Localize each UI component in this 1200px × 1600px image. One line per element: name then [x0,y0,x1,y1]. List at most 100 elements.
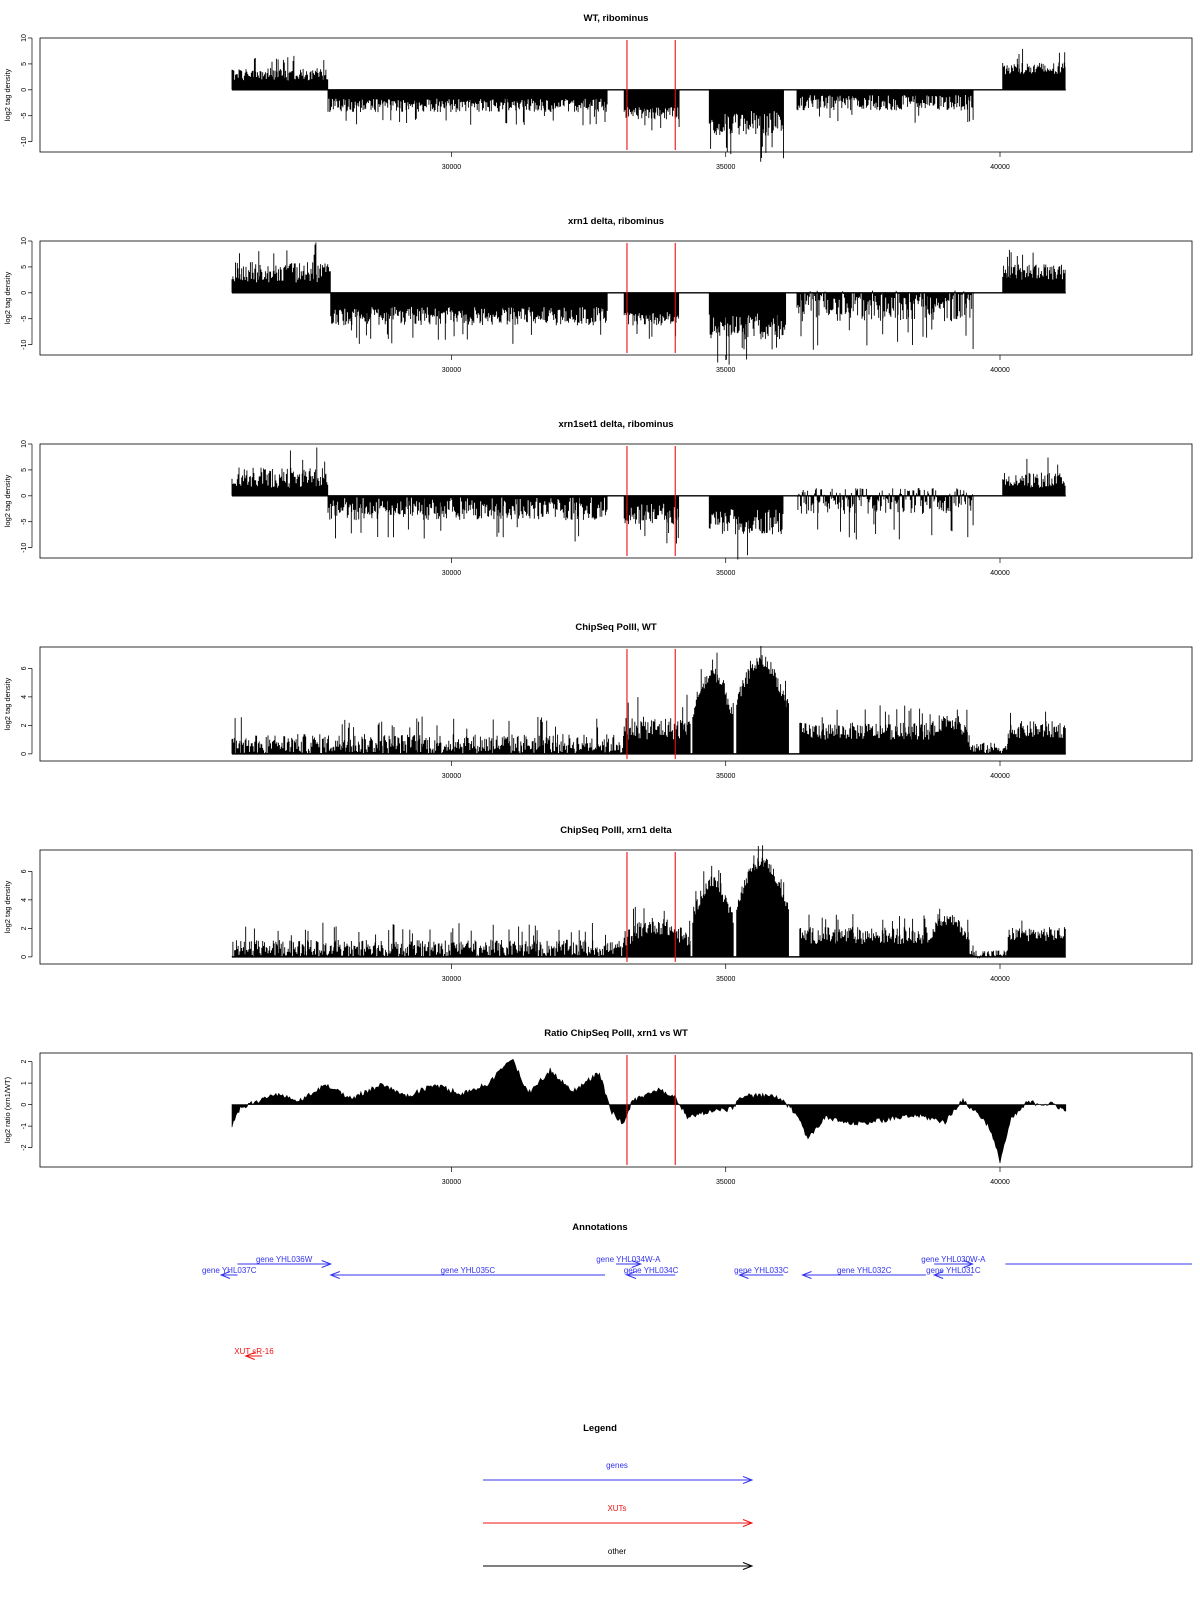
gene-label: gene YHL033C [734,1266,789,1275]
y-tick-label: 0 [21,752,28,756]
arrow-head [932,1271,944,1279]
gene-label: gene YHL037C [202,1266,257,1275]
signal-bars [231,845,1066,959]
y-tick-label: -1 [21,1123,28,1129]
y-tick-label: 2 [21,926,28,930]
x-tick-label: 40000 [990,773,1010,780]
gene-annotation: gene YHL037C [202,1266,257,1279]
track-panel-2: xrn1 delta, ribominus -10 -5 0 5 10 log2 tag d… [3,216,1193,374]
legend-title: Legend [583,1423,617,1434]
y-tick-label: 10 [21,237,28,245]
legend-label: genes [606,1461,628,1470]
y-tick-label: 0 [21,1103,28,1107]
y-tick-label: 0 [21,494,28,498]
arrow-head [801,1271,812,1279]
arrow-head [742,1476,754,1484]
x-tick-label: 40000 [990,367,1010,374]
gene-label: gene YHL032C [837,1266,892,1275]
y-tick-label: 0 [21,88,28,92]
y-tick-label: 10 [21,440,28,448]
gene-label: gene YHL036W [256,1255,313,1264]
arrow-head [742,1562,754,1570]
panel-title: WT, ribominus [584,13,649,24]
panel-title: xrn1set1 delta, ribominus [558,419,673,430]
arrow-head [625,1271,637,1279]
gene-annotation: gene YHL032C [801,1266,926,1279]
y-tick-label: 1 [21,1081,28,1085]
x-tick-label: 30000 [442,570,462,577]
y-tick-label: 6 [21,869,28,873]
y-tick-label: 0 [21,291,28,295]
track-panel-4: ChipSeq PolII, WT 0 2 4 6 log2 tag density 300… [3,622,1193,780]
signal-bars [231,447,1066,560]
y-axis-label: log2 tag density [3,271,12,324]
legend-item-other: other [483,1547,754,1570]
gene-annotation: gene YHL031C [926,1266,981,1279]
y-tick-label: -5 [21,113,28,119]
track-panel-5: ChipSeq PolII, xrn1 delta 0 2 4 6 log2 tag de… [3,825,1193,983]
arrow-head [329,1271,340,1279]
y-tick-label: -5 [21,316,28,322]
gene-annotation: gene YHL036W [237,1255,333,1268]
y-tick-label: 4 [21,695,28,699]
annotations-title: Annotations [572,1222,627,1233]
gene-label: gene YHL034C [624,1266,679,1275]
gene-annotation: gene YHL030W-A [921,1255,986,1268]
signal-bars [231,646,1066,754]
y-tick-label: 6 [21,666,28,670]
y-tick-label: -10 [21,136,28,146]
xut-label: XUT sR-16 [234,1347,274,1356]
track-panel-3: xrn1set1 delta, ribominus -10 -5 0 5 10 log2 t… [3,419,1193,577]
track-panel-6: Ratio ChipSeq PolII, xrn1 vs WT -2 -1 0 1 2 lo… [3,1028,1193,1186]
track-panel-1: WT, ribominus -10 -5 0 5 10 log2 tag density 30… [3,13,1193,171]
arrow-head [631,1260,643,1268]
gene-label: gene YHL035C [441,1266,496,1275]
plot-frame [39,37,1193,153]
arrow-head [321,1260,333,1268]
y-tick-label: 2 [21,1060,28,1064]
y-axis-label: log2 tag density [3,880,12,933]
legend-label: XUTs [607,1504,626,1513]
plot-frame [39,1052,1193,1168]
gene-annotation: gene YHL034W-A [596,1255,661,1268]
x-tick-label: 35000 [716,773,736,780]
x-tick-label: 30000 [442,773,462,780]
y-tick-label: 2 [21,723,28,727]
y-tick-label: 10 [21,34,28,42]
arrow-head [738,1271,749,1279]
panel-title: ChipSeq PolII, xrn1 delta [560,825,672,836]
y-axis-label: log2 tag density [3,677,12,730]
x-tick-label: 40000 [990,570,1010,577]
arrow-head [244,1352,255,1360]
y-tick-label: 5 [21,468,28,472]
y-tick-label: 5 [21,265,28,269]
panel-title: Ratio ChipSeq PolII, xrn1 vs WT [544,1028,688,1039]
gene-label: gene YHL031C [926,1266,981,1275]
signal-bars [231,242,1066,365]
arrow-head [742,1519,754,1527]
x-tick-label: 35000 [716,976,736,983]
legend-item-xut: XUTs [483,1504,754,1527]
gene-label: gene YHL034W-A [596,1255,661,1264]
y-tick-label: -10 [21,339,28,349]
annotations-panel: Annotations gene YHL037C gene YHL036W gene… [202,1222,1192,1360]
panel-title: xrn1 delta, ribominus [568,216,664,227]
plot-frame [39,849,1193,965]
y-axis-label: log2 ratio (xrn1/WT) [3,1076,12,1143]
x-tick-label: 40000 [990,164,1010,171]
x-tick-label: 35000 [716,367,736,374]
legend-label: other [608,1547,627,1556]
legend-panel: Legend genes XUTs other [483,1423,754,1570]
x-tick-label: 35000 [716,1179,736,1186]
gene-label: gene YHL030W-A [921,1255,986,1264]
plot-frame [39,646,1193,762]
arrow-head [963,1260,974,1268]
panel-title: ChipSeq PolII, WT [575,622,656,633]
plot-frame [39,443,1193,559]
y-axis-label: log2 tag density [3,474,12,527]
gene-annotation: gene YHL033C [734,1266,789,1279]
y-tick-label: 4 [21,898,28,902]
x-tick-label: 40000 [990,1179,1010,1186]
